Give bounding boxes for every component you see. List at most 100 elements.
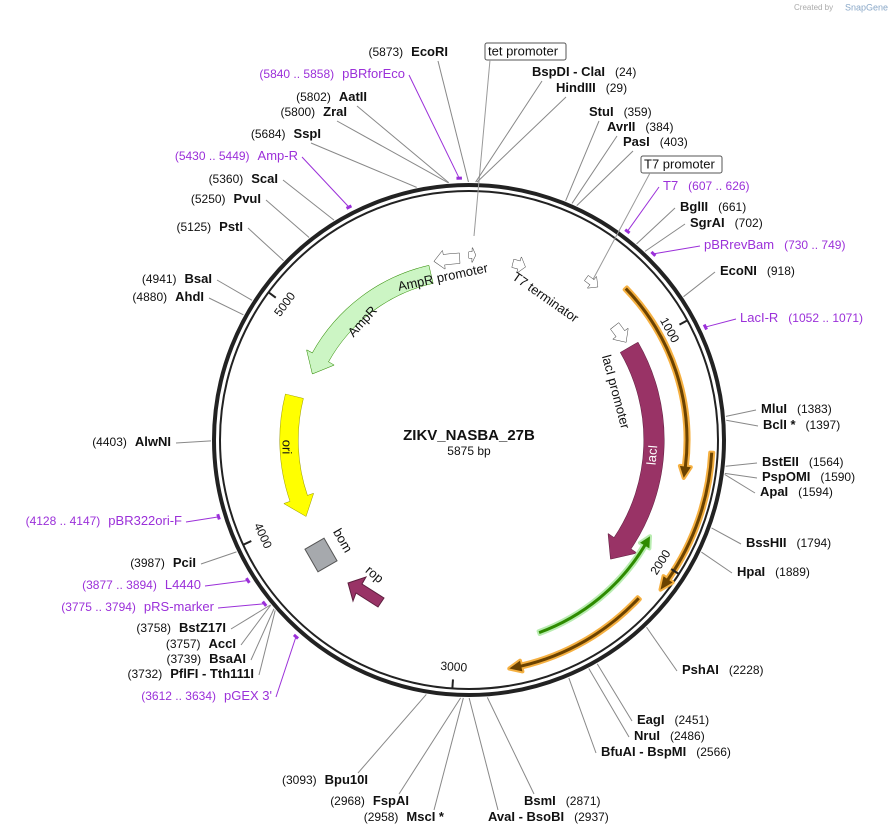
primer-range: (4128 .. 4147) — [26, 514, 101, 528]
primer-range: (730 .. 749) — [784, 238, 845, 252]
primer: (3877 .. 3894) L4440 — [82, 577, 251, 592]
leader — [476, 96, 567, 183]
site-name: PvuI — [234, 191, 261, 206]
ring-tick — [242, 540, 252, 546]
credit: Created by — [794, 3, 833, 12]
feature-label: T7 promoter — [644, 156, 715, 171]
site-name: BstEII — [762, 454, 799, 469]
primer-label: (4128 .. 4147) pBR322ori-F — [26, 513, 182, 528]
primer-name: pRS-marker — [144, 599, 215, 614]
feature-ampr — [306, 265, 434, 375]
leader — [230, 604, 271, 630]
site-position: (1794) — [796, 536, 831, 550]
primer: LacI-R (1052 .. 1071) — [702, 310, 863, 331]
site: (3987) PciI — [130, 551, 237, 570]
site: (5360) ScaI — [209, 171, 335, 221]
primer-leader — [275, 636, 297, 698]
site-name: ZraI — [323, 104, 347, 119]
leader — [646, 626, 678, 672]
feature-promoter — [610, 322, 629, 343]
primer-name: pGEX 3' — [224, 688, 272, 703]
leader — [588, 668, 630, 738]
site: MluI (1383) — [725, 401, 832, 417]
site-position: (1383) — [797, 402, 832, 416]
site-position: (3732) — [128, 667, 163, 681]
site: BglII (661) — [636, 199, 746, 245]
leader — [589, 172, 651, 286]
primer: (3775 .. 3794) pRS-marker — [61, 599, 268, 614]
site-position: (3758) — [136, 621, 171, 635]
site-name: Bpu10I — [325, 772, 368, 787]
primer-label: (3775 .. 3794) pRS-marker — [61, 599, 214, 614]
primer-label: (3877 .. 3894) L4440 — [82, 577, 201, 592]
leader — [486, 697, 535, 795]
site-position: (3739) — [166, 652, 201, 666]
leader — [247, 227, 284, 262]
site-name: BglII — [680, 199, 708, 214]
site: NruI (2486) — [588, 668, 705, 743]
site-name: BfuAI - BspMI — [601, 744, 686, 759]
ring-tick — [670, 568, 680, 575]
feature-arc — [536, 534, 652, 636]
site: BsmI (2871) — [486, 697, 600, 808]
site-name: BstZ17I — [179, 620, 226, 635]
boxed-label: T7 promoter — [589, 155, 723, 286]
site-name: AccI — [209, 636, 236, 651]
primer-site — [261, 600, 268, 607]
site-position: (918) — [767, 264, 795, 278]
site-position: (4880) — [132, 290, 167, 304]
site-position: (5250) — [191, 192, 226, 206]
site: ApaI (1594) — [724, 474, 833, 499]
leader — [724, 472, 758, 479]
site-label: (3732) PflFI - Tth111I — [128, 666, 254, 681]
site-position: (1594) — [798, 485, 833, 499]
feature-label: tet promoter — [488, 43, 559, 58]
site: (4941) BsaI — [142, 271, 253, 301]
leader — [437, 60, 469, 183]
site-label: PspOMI (1590) — [762, 469, 855, 484]
site-position: (2937) — [574, 810, 609, 824]
site-label: HindIII (29) — [556, 80, 627, 95]
primer-leader — [217, 603, 265, 609]
site-name: AvaI - BsoBI — [488, 809, 564, 824]
site-position: (5360) — [209, 172, 244, 186]
site-name: PshAI — [682, 662, 719, 677]
site-position: (24) — [615, 65, 636, 79]
primer: pBRrevBam (730 .. 749) — [650, 237, 845, 257]
primer-site — [702, 323, 708, 331]
site: (3758) BstZ17I — [136, 604, 271, 635]
site-name: PasI — [623, 134, 650, 149]
feature-arc — [658, 450, 716, 592]
site-name: ApaI — [760, 484, 788, 499]
site-label: (3739) BsaAI — [166, 651, 246, 666]
site-position: (4941) — [142, 272, 177, 286]
site: AvaI - BsoBI (2937) — [468, 697, 609, 824]
primer-name: LacI-R — [740, 310, 778, 325]
site-name: MluI — [761, 401, 787, 416]
primer-name: pBRforEco — [342, 66, 405, 81]
primer: (4128 .. 4147) pBR322ori-F — [26, 513, 221, 528]
primer-label: T7 (607 .. 626) — [663, 178, 750, 193]
site: (3093) Bpu10I — [282, 694, 427, 787]
leader — [357, 694, 427, 774]
site: (5250) PvuI — [191, 191, 310, 238]
feature-label: ori — [280, 440, 295, 455]
leader — [475, 80, 543, 183]
feature-label: bom — [330, 526, 356, 555]
site-label: (2958) MscI * — [364, 809, 445, 824]
site: StuI (359) — [565, 104, 652, 201]
site: (5125) PstI — [176, 219, 284, 262]
site-label: (5684) SspI — [251, 126, 321, 141]
site-label: EagI (2451) — [637, 712, 709, 727]
site-position: (702) — [735, 216, 763, 230]
site-position: (5802) — [296, 90, 331, 104]
primer-label: (5430 .. 5449) Amp-R — [175, 148, 298, 163]
site: BclI * (1397) — [726, 417, 840, 432]
leader — [250, 608, 275, 661]
site-name: SspI — [294, 126, 321, 141]
feature-label: lacI — [644, 444, 661, 465]
leader — [398, 697, 462, 795]
site-label: (5125) PstI — [176, 219, 243, 234]
